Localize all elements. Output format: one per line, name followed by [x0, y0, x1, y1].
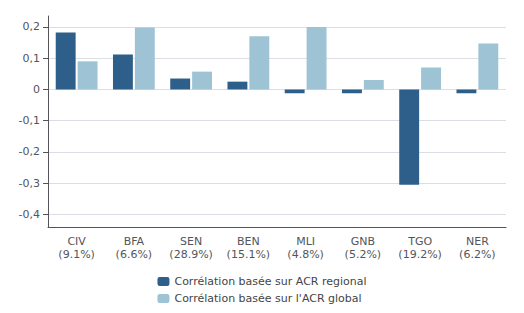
svg-text:-0,3: -0,3	[19, 177, 40, 190]
svg-text:-0,1: -0,1	[19, 114, 40, 127]
svg-text:BFA: BFA	[124, 235, 145, 248]
svg-text:(19.2%): (19.2%)	[398, 248, 442, 261]
svg-text:Corrélation basée sur ACR regi: Corrélation basée sur ACR regional	[174, 275, 366, 288]
svg-text:(4.8%): (4.8%)	[287, 248, 324, 261]
svg-text:0,1: 0,1	[23, 52, 41, 65]
svg-text:TGO: TGO	[407, 235, 432, 248]
svg-text:CIV: CIV	[67, 235, 86, 248]
svg-text:(6.2%): (6.2%)	[459, 248, 496, 261]
svg-text:0: 0	[33, 83, 40, 96]
svg-text:-0,4: -0,4	[19, 208, 40, 221]
svg-text:NER: NER	[466, 235, 489, 248]
svg-text:BEN: BEN	[237, 235, 260, 248]
svg-text:0,2: 0,2	[23, 20, 41, 33]
svg-text:(15.1%): (15.1%)	[227, 248, 271, 261]
svg-text:(5.2%): (5.2%)	[345, 248, 382, 261]
svg-text:(6.6%): (6.6%)	[116, 248, 153, 261]
svg-text:Corrélation basée sur l'ACR gl: Corrélation basée sur l'ACR global	[174, 292, 361, 305]
svg-text:MLI: MLI	[296, 235, 315, 248]
svg-text:-0,2: -0,2	[19, 145, 40, 158]
svg-text:(28.9%): (28.9%)	[169, 248, 213, 261]
svg-text:(9.1%): (9.1%)	[58, 248, 95, 261]
svg-text:SEN: SEN	[180, 235, 202, 248]
svg-text:GNB: GNB	[351, 235, 375, 248]
